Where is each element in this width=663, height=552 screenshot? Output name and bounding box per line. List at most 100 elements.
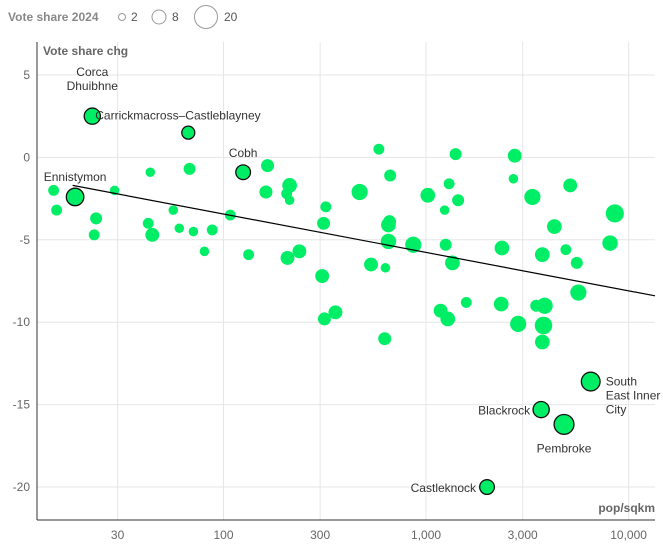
labelled-data-point [181,125,196,140]
labelled-data-point [479,479,496,496]
legend-bubble-small [118,13,126,21]
data-point [493,296,509,312]
data-point [449,148,462,161]
data-point [605,204,624,223]
data-point [534,316,553,335]
x-axis-title: pop/sqkm [598,501,655,515]
data-point [183,162,196,175]
data-point [378,332,392,346]
legend-size-label-medium: 8 [172,10,179,24]
data-point [320,201,332,213]
y-tick-label: 5 [23,68,30,82]
labelled-data-point [65,187,85,207]
data-point [145,167,156,177]
data-point [534,334,550,350]
x-tick-label: 300 [310,528,330,542]
data-point [88,229,100,241]
data-point [494,240,510,256]
legend-bubble-large [194,5,218,29]
data-point [328,305,343,320]
data-point [536,297,553,314]
data-point [439,238,452,251]
data-point [383,215,396,229]
data-point [570,284,587,301]
point-label: Pembroke [537,441,592,455]
x-tick-label: 3,000 [508,528,538,542]
point-label: Ennistymon [44,170,107,184]
y-tick-label: -20 [13,480,31,494]
point-label: Blackrock [478,404,531,418]
labelled-data-point [580,371,601,392]
data-point [142,217,154,229]
data-point [380,263,391,273]
data-point [563,178,578,193]
data-point [534,247,550,262]
x-axis-ticks: 30 100 300 1,000 3,000 10,000 [111,528,647,542]
data-point [560,244,572,256]
data-points [48,143,624,350]
y-tick-label: -15 [13,398,31,412]
y-tick-label: -5 [19,233,30,247]
y-axis-title: Vote share chg [43,44,128,58]
x-tick-label: 1,000 [411,528,441,542]
size-legend: Vote share 2024 2 8 20 [8,5,238,29]
labelled-data-point [83,107,102,125]
data-point [168,205,179,215]
data-point [206,224,218,236]
data-point [284,195,295,206]
point-label: Carrickmacross–Castleblayney [95,109,260,123]
data-point [440,311,456,327]
labelled-data-point [532,400,550,419]
data-point [188,226,199,237]
y-tick-label: 0 [23,150,30,164]
labelled-data-point [235,164,252,181]
data-point [315,269,330,283]
labelled-data-point [553,413,575,435]
point-label: Castleknock [411,481,477,495]
data-point [452,194,465,207]
data-point [259,185,273,199]
gridlines [37,42,655,520]
data-point [282,178,297,193]
point-annotations: Corca Dhuibhne Carrickmacross–Castleblayne… [44,65,661,495]
data-point [445,255,460,271]
data-point [508,174,519,184]
data-point [51,204,63,216]
data-point [524,188,541,206]
data-point [510,315,527,332]
data-point [145,227,160,242]
data-point [280,250,295,265]
point-label: Corca Dhuibhne [67,65,119,93]
data-point [317,216,331,230]
point-label: Cobh [229,146,258,160]
data-point [317,312,331,326]
data-point [174,223,185,234]
data-point [443,178,455,190]
data-point [380,233,397,250]
x-tick-label: 10,000 [610,528,647,542]
x-tick-label: 30 [111,528,125,542]
y-tick-label: -10 [13,315,31,329]
point-label: South East Inner City [606,375,661,417]
data-point [570,256,583,269]
data-point [90,212,103,225]
legend-title: Vote share 2024 [8,10,99,24]
data-point [420,187,436,203]
data-point [384,169,397,182]
data-point [261,159,275,173]
data-point [460,296,472,308]
data-point [243,249,255,261]
trend-line [72,184,656,297]
data-point [292,244,307,259]
legend-bubble-medium [151,9,167,25]
data-point [48,184,60,196]
legend-size-label-large: 20 [224,10,238,24]
data-point [439,205,450,215]
data-point [351,183,368,201]
data-point [602,235,618,251]
labelled-points [65,107,601,496]
data-point [507,148,522,163]
data-point [364,257,378,272]
legend-size-label-small: 2 [131,10,138,24]
